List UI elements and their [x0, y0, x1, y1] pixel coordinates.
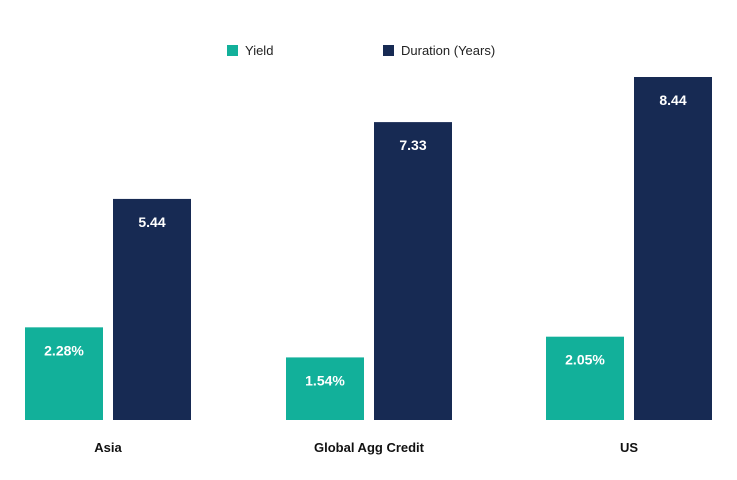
data-label-yield-global-agg-credit: 1.54%	[305, 372, 345, 388]
bar-yield-us	[546, 336, 624, 420]
bar-yield-asia	[25, 327, 103, 420]
bar-duration-years-us	[634, 77, 712, 420]
data-label-yield-us: 2.05%	[565, 352, 605, 368]
legend-swatch-duration	[383, 44, 394, 56]
legend-swatch-yield	[227, 44, 238, 56]
data-label-duration-years-us: 8.44	[659, 92, 686, 108]
chart-legend: Yield Duration (Years)	[0, 40, 737, 60]
data-label-yield-asia: 2.28%	[44, 342, 84, 358]
category-label-us: US	[620, 440, 638, 455]
bar-duration-years-global-agg-credit	[374, 122, 452, 420]
bar-duration-years-asia	[113, 198, 191, 420]
bar-yield-global-agg-credit	[286, 357, 364, 420]
legend-label-duration: Duration (Years)	[401, 42, 496, 58]
category-label-global-agg-credit: Global Agg Credit	[314, 440, 425, 455]
data-label-duration-years-global-agg-credit: 7.33	[399, 137, 426, 153]
category-label-asia: Asia	[94, 440, 122, 455]
legend-label-yield: Yield	[245, 42, 274, 58]
legend-item-duration: Duration (Years)	[383, 40, 495, 60]
legend-item-yield: Yield	[227, 40, 273, 60]
data-label-duration-years-asia: 5.44	[138, 214, 165, 230]
